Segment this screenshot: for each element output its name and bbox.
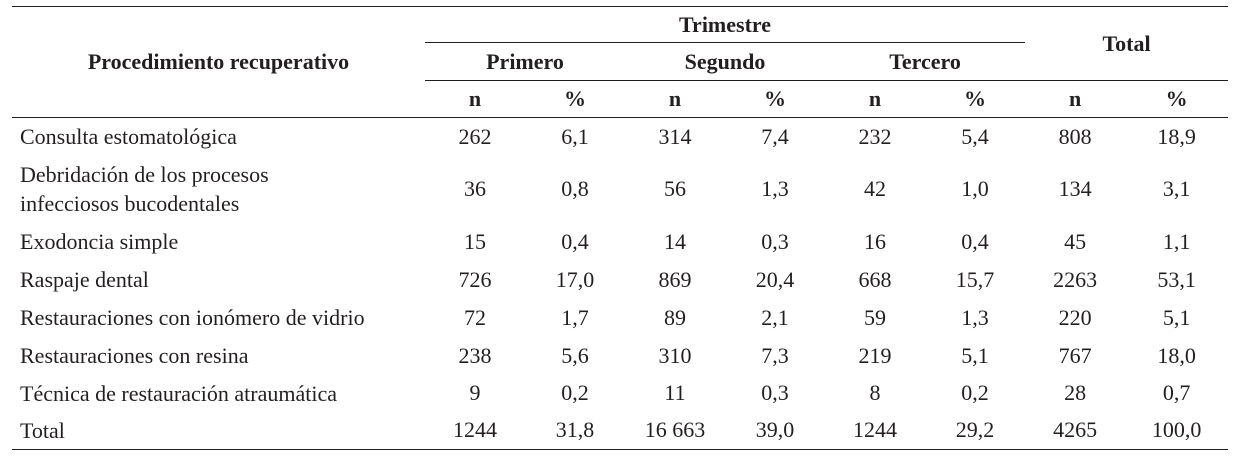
cell: 18,0 <box>1157 342 1196 368</box>
cell: 0,8 <box>561 176 589 201</box>
row-label: Consulta estomatológica <box>20 124 237 150</box>
cell: 28 <box>1064 380 1087 405</box>
table-row: Consulta estomatológica 262 6,1 314 7,4 232 5,… <box>12 118 1228 156</box>
row-label: Técnica de restauración atraumática <box>20 380 337 406</box>
subheader: n <box>1025 80 1126 118</box>
cell: 4265 <box>1025 411 1126 450</box>
cell: 2263 <box>1053 266 1098 292</box>
cell: 1,0 <box>961 176 989 201</box>
cell: 0,3 <box>761 228 789 254</box>
cell: 18,9 <box>1157 123 1196 149</box>
table-row: Técnica de restauración atraumática 9 0,2 1… <box>12 375 1228 412</box>
cell: 0,2 <box>561 380 589 405</box>
table-row: Raspaje dental 726 17,0 869 20,4 668 15,7 2263 5… <box>12 261 1228 299</box>
cell: 15,7 <box>955 266 995 292</box>
row-label: Exodoncia simple <box>20 229 179 254</box>
cell: 668 <box>858 266 892 292</box>
cell: 1,7 <box>561 304 589 330</box>
subheader: % <box>925 80 1026 118</box>
cell: 310 <box>658 342 692 368</box>
row-label-header: Procedimiento recuperativo <box>12 6 425 118</box>
column-header: Primero <box>425 42 625 81</box>
cell: 45 <box>1064 228 1087 254</box>
cell: 1,3 <box>961 304 989 330</box>
row-label: Total <box>12 411 425 450</box>
cell: 220 <box>1058 304 1092 330</box>
subheader: % <box>525 80 625 118</box>
cell: 56 <box>664 176 686 201</box>
cell: 17,0 <box>555 266 595 292</box>
cell: 20,4 <box>755 266 795 292</box>
cell: 262 <box>458 123 492 149</box>
cell: 0,4 <box>561 228 589 254</box>
cell: 5,4 <box>961 123 989 149</box>
row-label: Restauraciones con resina <box>20 343 249 368</box>
total-header: Total <box>1025 6 1229 81</box>
cell: 869 <box>658 266 692 292</box>
cell: 219 <box>858 342 892 368</box>
cell: 16 663 <box>625 411 725 450</box>
cell: 39,0 <box>725 411 825 450</box>
cell: 134 <box>1058 176 1092 201</box>
cell: 72 <box>464 304 486 330</box>
cell: 59 <box>864 304 886 330</box>
column-header: Segundo <box>625 42 825 81</box>
cell: 29,2 <box>925 411 1026 450</box>
cell: 726 <box>458 266 492 292</box>
cell: 767 <box>1058 342 1092 368</box>
row-label: Raspaje dental <box>20 267 149 292</box>
cell: 3,1 <box>1162 176 1191 201</box>
cell: 0,2 <box>961 380 989 405</box>
cell: 314 <box>658 123 692 149</box>
cell: 5,1 <box>961 342 989 368</box>
cell: 1,3 <box>761 176 789 201</box>
subheader: n <box>625 80 725 118</box>
subheader: % <box>725 80 825 118</box>
table-row: Restauraciones con ionómero de vidrio 72 1… <box>12 299 1228 337</box>
cell: 0,7 <box>1162 380 1191 405</box>
cell: 1244 <box>425 411 525 450</box>
subheader: n <box>825 80 925 118</box>
group-header: Trimestre <box>425 6 1026 43</box>
cell: 53,1 <box>1157 266 1196 292</box>
cell: 2,1 <box>761 304 789 330</box>
table-row: Debridación de los procesos infecciosos … <box>12 156 1228 223</box>
table-row: Total 1244 31,8 16 663 39,0 1244 29,2 4265 100,0 <box>12 411 1229 450</box>
cell: 11 <box>664 380 686 405</box>
cell: 14 <box>664 228 686 254</box>
cell: 5,6 <box>561 342 589 368</box>
cell: 238 <box>458 342 492 368</box>
cell: 0,4 <box>961 228 989 254</box>
cell: 89 <box>664 304 686 330</box>
cell: 6,1 <box>561 123 589 149</box>
cell: 36 <box>464 176 486 201</box>
subheader: % <box>1125 80 1229 118</box>
cell: 31,8 <box>525 411 625 450</box>
cell: 1244 <box>825 411 925 450</box>
table-row: Exodoncia simple 15 0,4 14 0,3 16 0,4 45 1,1 <box>12 223 1228 261</box>
cell: 1,1 <box>1162 228 1191 254</box>
row-label: Restauraciones con ionómero de vidrio <box>20 305 365 330</box>
cell: 9 <box>469 380 481 405</box>
row-label: Debridación de los procesos infecciosos … <box>20 162 269 216</box>
cell: 16 <box>864 228 886 254</box>
cell: 42 <box>864 176 886 201</box>
cell: 0,3 <box>761 380 789 405</box>
cell: 808 <box>1058 123 1092 149</box>
data-table: Procedimiento recuperativo Trimestre Tot… <box>12 6 1229 450</box>
cell: 100,0 <box>1125 411 1229 450</box>
cell: 8 <box>869 380 881 405</box>
table-row: Restauraciones con resina 238 5,6 310 7,3 219… <box>12 337 1228 375</box>
cell: 232 <box>858 123 892 149</box>
cell: 7,3 <box>761 342 789 368</box>
cell: 7,4 <box>761 123 789 149</box>
cell: 5,1 <box>1162 304 1191 330</box>
subheader: n <box>425 80 525 118</box>
cell: 15 <box>464 228 486 254</box>
column-header: Tercero <box>825 42 1026 81</box>
